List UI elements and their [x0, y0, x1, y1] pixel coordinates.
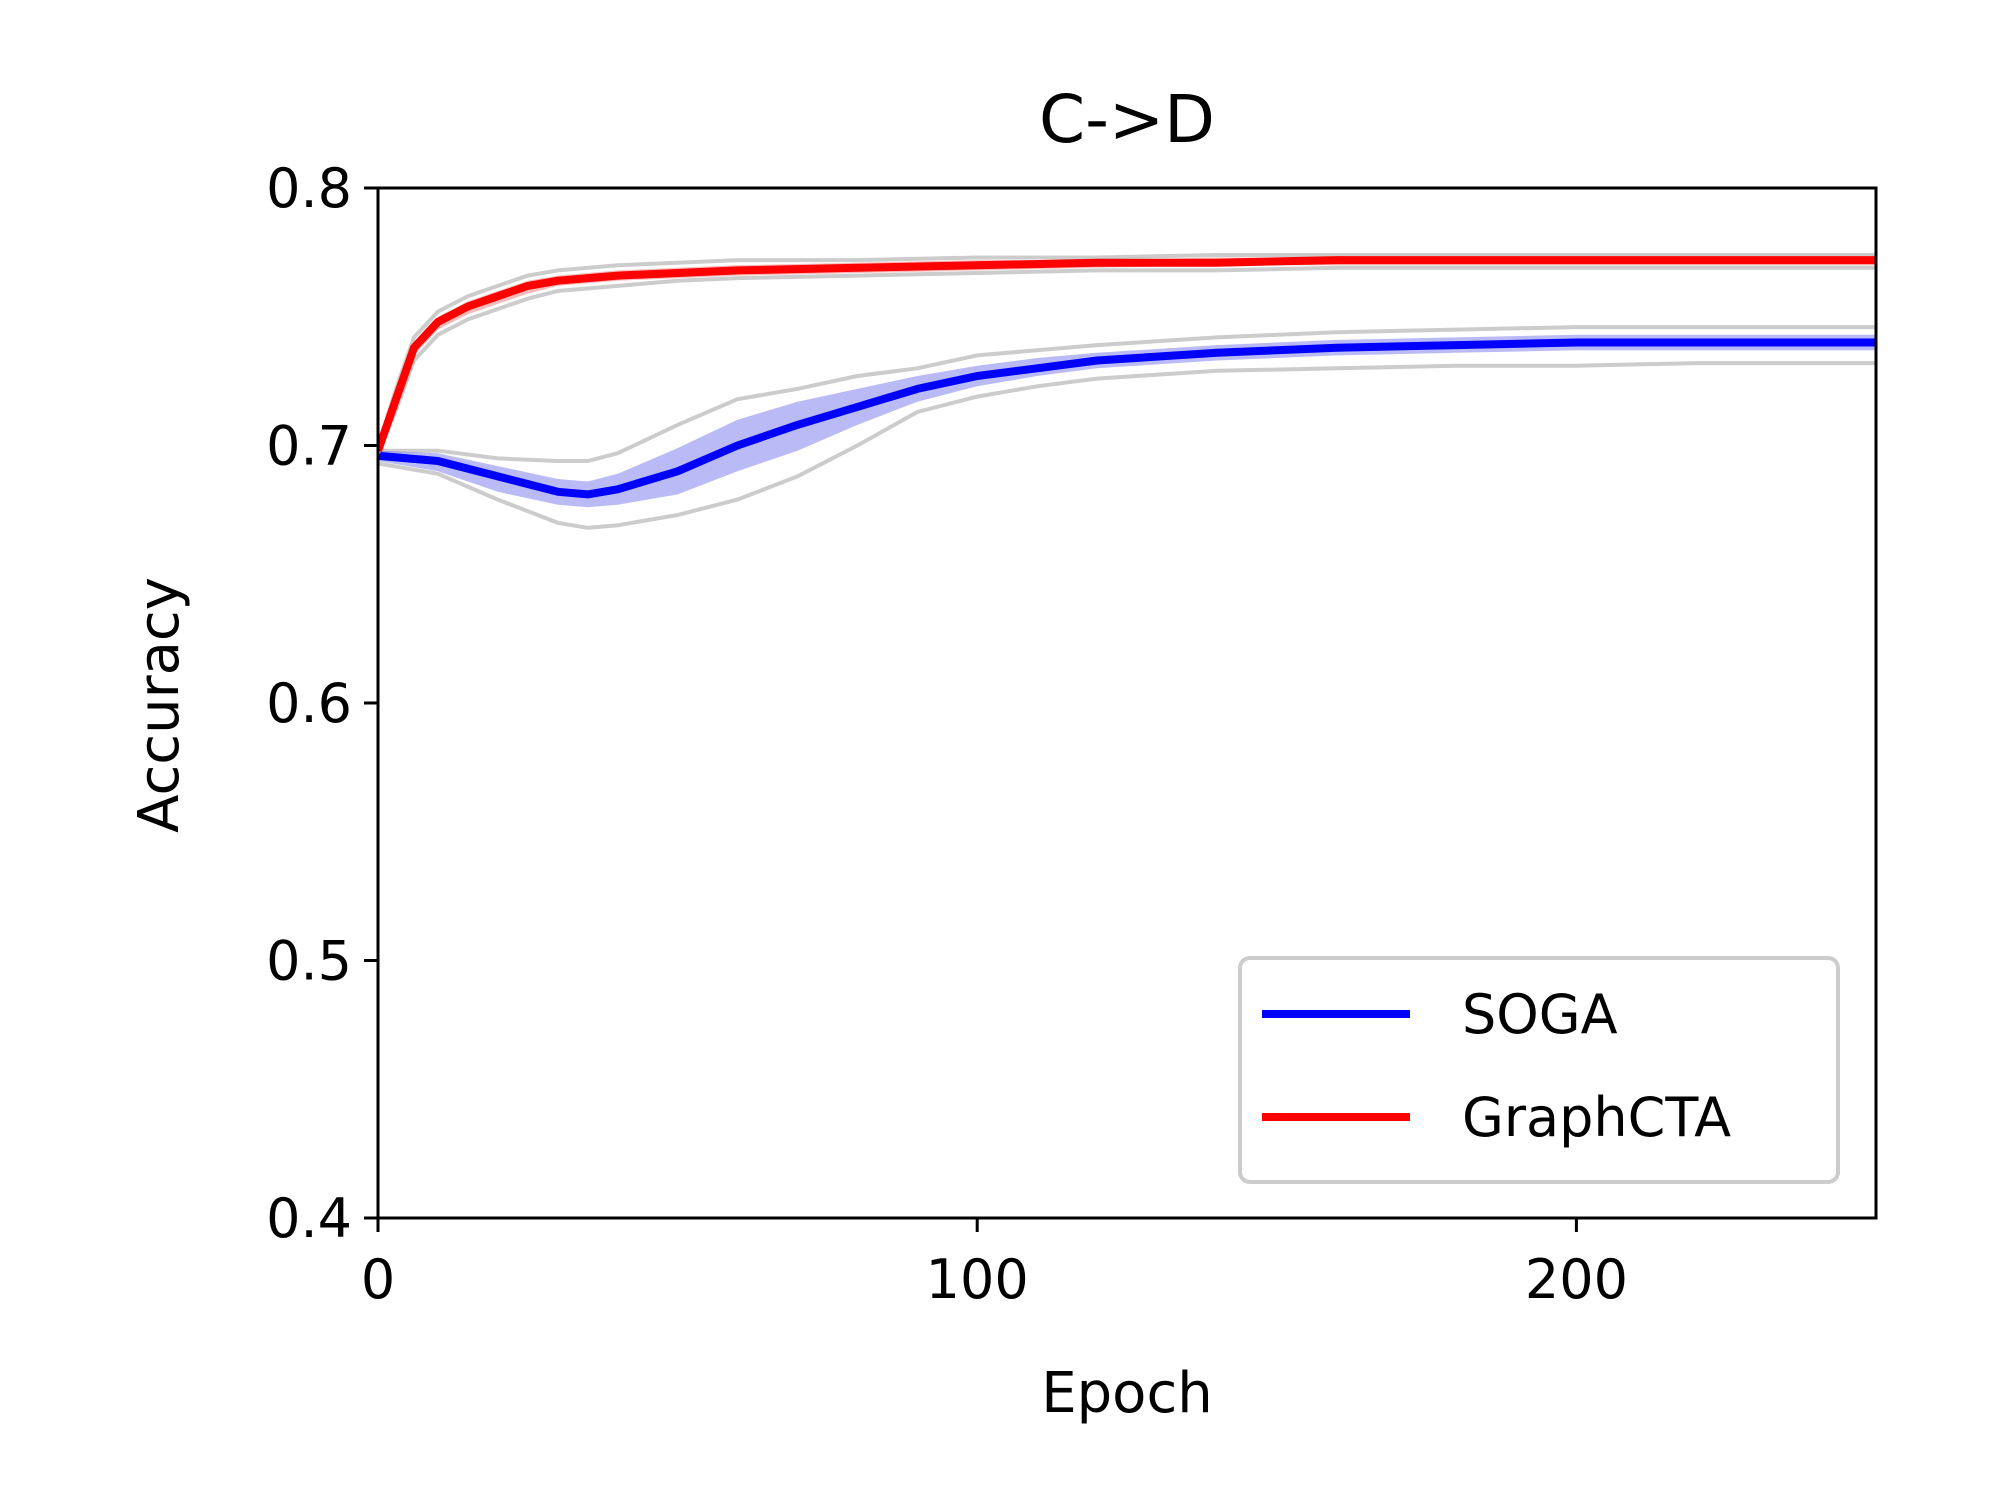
y-tick-label-0.6: 0.6	[266, 672, 352, 735]
legend-label-graphcta: GraphCTA	[1462, 1086, 1731, 1149]
x-axis-label: Epoch	[1041, 1361, 1212, 1426]
series-soga-band	[378, 334, 1876, 508]
chart-title: C->D	[1039, 81, 1215, 158]
x-tick-label-0: 0	[361, 1248, 395, 1311]
plot-area	[378, 253, 1876, 530]
y-tick-label-0.8: 0.8	[266, 157, 352, 220]
y-tick-label-0.5: 0.5	[266, 930, 352, 993]
y-axis-label: Accuracy	[127, 577, 192, 833]
series-graphcta-run-max-line	[378, 253, 1876, 449]
axes: 0 100 200 0.4 0.5 0.6 0.7 0.8	[266, 157, 1878, 1311]
series-soga-line	[378, 338, 1876, 499]
series-soga-run-max-line	[378, 325, 1876, 463]
series-graphcta-run-min-line	[378, 265, 1876, 454]
series-soga-run-min-line	[378, 361, 1876, 530]
x-tick-label-200: 200	[1525, 1248, 1628, 1311]
y-tick-label-0.4: 0.4	[266, 1187, 352, 1250]
y-tick-label-0.7: 0.7	[266, 415, 352, 478]
legend-label-soga: SOGA	[1462, 983, 1618, 1046]
x-tick-label-100: 100	[926, 1248, 1029, 1311]
legend: SOGA GraphCTA	[1238, 956, 1840, 1184]
series-graphcta-line	[378, 256, 1876, 453]
